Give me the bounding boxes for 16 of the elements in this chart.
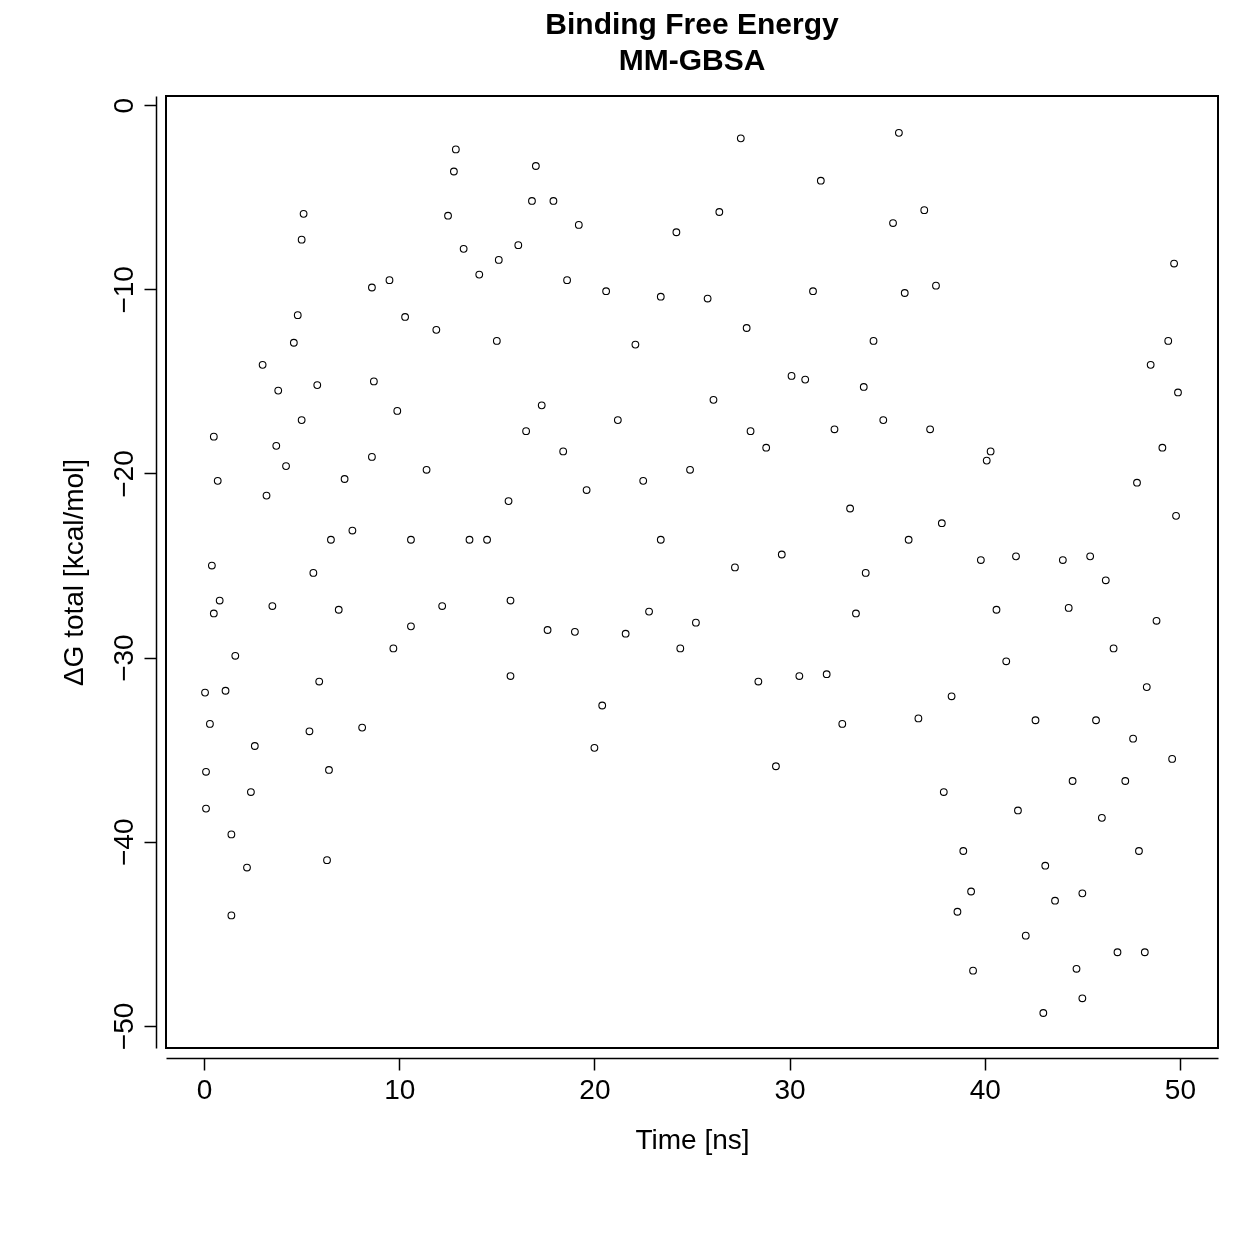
x-tick-label: 50 bbox=[1164, 1073, 1197, 1105]
x-tick-label: 10 bbox=[384, 1073, 416, 1105]
x-axis-title: Time [ns] bbox=[635, 1123, 750, 1155]
chart-title: Binding Free Energy bbox=[545, 7, 839, 40]
y-tick-label: −10 bbox=[107, 266, 139, 314]
y-tick-label: −50 bbox=[107, 1002, 139, 1051]
x-tick-label: 0 bbox=[196, 1073, 213, 1105]
x-tick-label: 30 bbox=[774, 1073, 806, 1105]
y-tick-label: −30 bbox=[107, 634, 139, 682]
y-tick-label: −40 bbox=[107, 818, 139, 867]
x-tick-label: 20 bbox=[579, 1073, 611, 1105]
y-axis-title: ΔG total [kcal/mol] bbox=[57, 458, 89, 687]
x-tick-label: 40 bbox=[969, 1073, 1001, 1105]
y-tick-label: 0 bbox=[107, 97, 139, 114]
y-tick-label: −20 bbox=[107, 450, 139, 498]
chart-subtitle: MM-GBSA bbox=[618, 43, 766, 76]
